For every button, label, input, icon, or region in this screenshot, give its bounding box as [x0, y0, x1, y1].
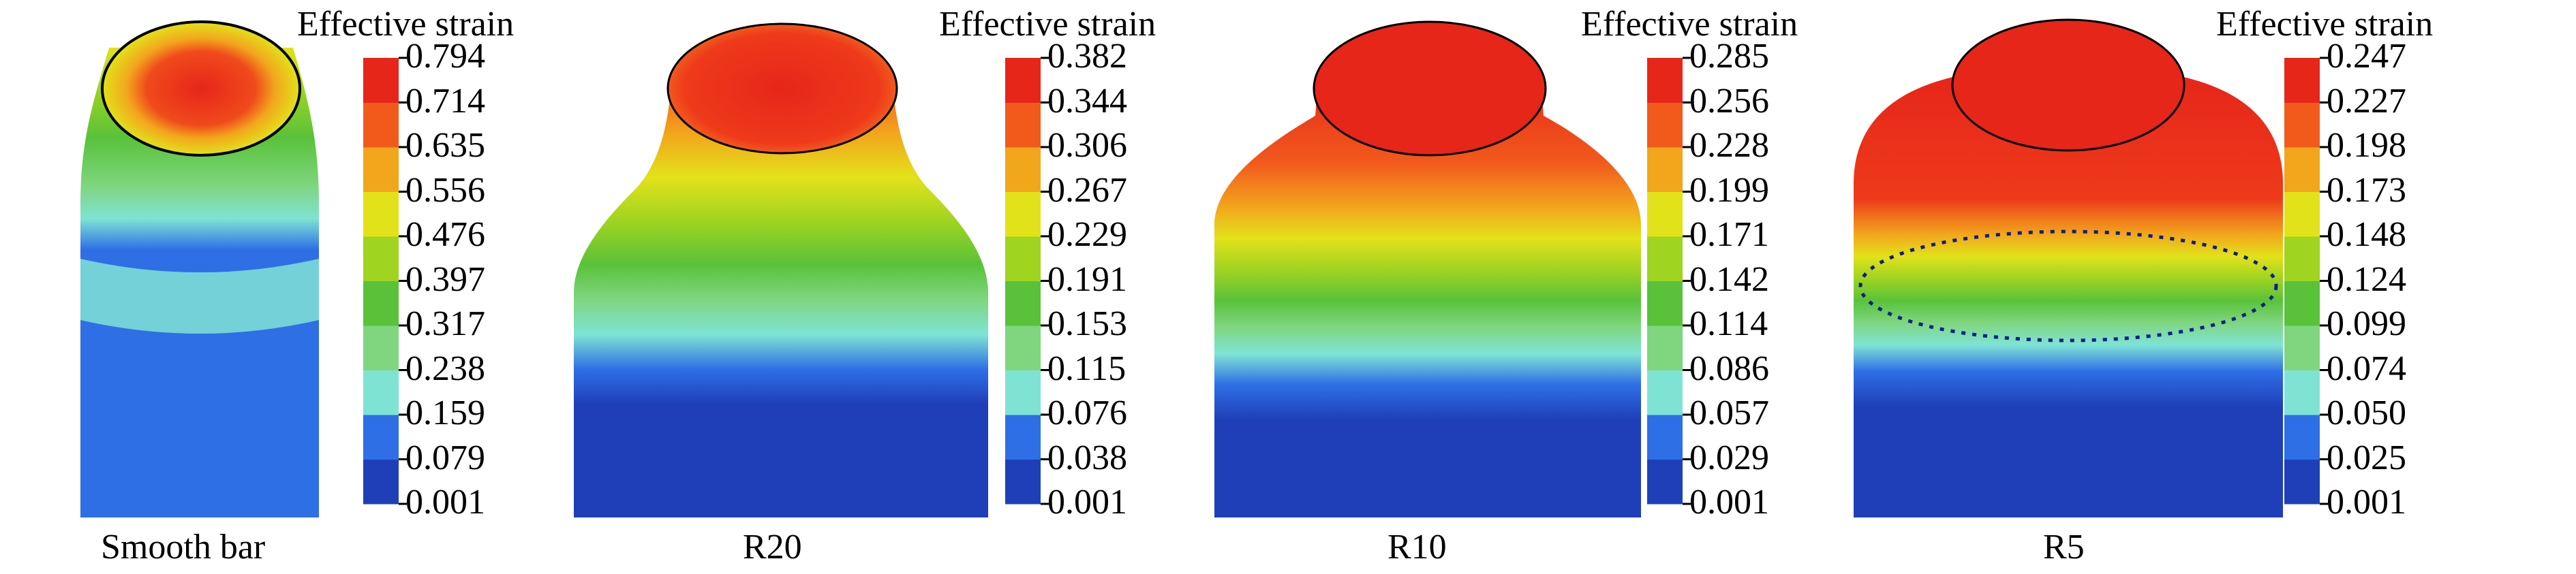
caption-r20: R20 [743, 528, 802, 567]
legend-swatch-smooth-6 [363, 191, 399, 237]
legend-swatch-r10-7 [1647, 147, 1683, 192]
legend-tick-r5-1: 0.227 [2327, 81, 2406, 121]
legend-tick-r10-8: 0.057 [1689, 394, 1769, 432]
legend-swatch-r20-1 [1005, 415, 1041, 460]
legend-swatch-smooth-7 [363, 147, 399, 192]
legend-swatch-r20-6 [1005, 191, 1041, 237]
legend-swatch-r5-3 [2284, 325, 2320, 370]
legend-swatch-smooth-1 [363, 415, 399, 460]
legend-tick-r5-8: 0.050 [2327, 394, 2406, 432]
legend-tick-smooth-1: 0.714 [405, 81, 485, 121]
legend-tick-r20-0: 0.382 [1047, 37, 1127, 76]
legend-swatch-smooth-9 [363, 58, 399, 103]
legend-tick-r5-0: 0.247 [2327, 37, 2406, 76]
legend-swatch-r5-6 [2284, 191, 2320, 237]
legend-swatch-smooth-0 [363, 459, 399, 505]
legend-swatch-r10-2 [1647, 370, 1683, 415]
legend-tick-r10-7: 0.086 [1689, 349, 1769, 388]
legend-swatch-r10-6 [1647, 191, 1683, 237]
legend-tick-smooth-5: 0.397 [405, 259, 485, 299]
legend-swatch-r10-1 [1647, 415, 1683, 460]
legend-swatch-r5-4 [2284, 281, 2320, 326]
caption-r10: R10 [1387, 528, 1447, 567]
legend-title-smooth: Effective strain [297, 5, 515, 44]
legend-swatch-r20-7 [1005, 147, 1041, 192]
legend-swatch-r10-4 [1647, 281, 1683, 326]
legend-tick-smooth-9: 0.079 [405, 438, 485, 477]
legend-swatch-r20-8 [1005, 102, 1041, 148]
legend-tick-r10-4: 0.171 [1689, 215, 1769, 254]
legend-tick-r5-5: 0.124 [2327, 259, 2406, 299]
legend-swatch-r5-7 [2284, 147, 2320, 192]
legend-tick-smooth-2: 0.635 [405, 126, 485, 165]
specimen-r5 [1854, 18, 2283, 517]
legend-tick-r20-8: 0.076 [1047, 394, 1127, 432]
legend-tick-r20-3: 0.267 [1047, 170, 1127, 210]
legend-swatch-r10-8 [1647, 102, 1683, 148]
legend-swatch-smooth-3 [363, 325, 399, 370]
legend-tick-r10-9: 0.029 [1689, 438, 1769, 477]
legend-swatch-r20-9 [1005, 58, 1041, 103]
legend-tick-smooth-6: 0.317 [405, 304, 485, 343]
legend-tick-smooth-4: 0.476 [405, 215, 485, 254]
legend-tick-r20-2: 0.306 [1047, 126, 1127, 165]
legend-title-r5: Effective strain [2216, 5, 2434, 44]
legend-tick-r5-10: 0.001 [2327, 483, 2406, 522]
legend-swatch-smooth-4 [363, 281, 399, 326]
legend-tick-r10-3: 0.199 [1689, 170, 1769, 210]
specimen-r20 [574, 22, 988, 517]
legend-tick-r20-9: 0.038 [1047, 438, 1127, 477]
legend-tick-smooth-3: 0.556 [405, 170, 485, 210]
legend-swatch-smooth-8 [363, 102, 399, 148]
legend-tick-r10-5: 0.142 [1689, 259, 1769, 299]
legend-title-r20: Effective strain [939, 5, 1156, 44]
legend-tick-r20-10: 0.001 [1047, 483, 1127, 522]
legend-tick-smooth-0: 0.794 [405, 37, 485, 76]
legend-swatch-r5-8 [2284, 102, 2320, 148]
legend-swatch-r10-5 [1647, 236, 1683, 281]
legend-tick-r20-6: 0.153 [1047, 304, 1127, 343]
specimen-smooth-bar [80, 20, 319, 517]
caption-smooth-bar: Smooth bar [101, 528, 266, 567]
legend-tick-r5-7: 0.074 [2327, 349, 2406, 388]
legend-swatch-smooth-2 [363, 370, 399, 415]
legend-swatch-r20-3 [1005, 325, 1041, 370]
legend-tick-r10-6: 0.114 [1689, 304, 1768, 343]
legend-tick-r20-7: 0.115 [1047, 349, 1126, 388]
legend-swatch-r10-0 [1647, 459, 1683, 505]
legend-swatch-r5-5 [2284, 236, 2320, 281]
legend-tick-r10-10: 0.001 [1689, 483, 1769, 522]
legend-swatch-r10-3 [1647, 325, 1683, 370]
legend-tick-r20-4: 0.229 [1047, 215, 1127, 254]
legend-tick-r20-5: 0.191 [1047, 259, 1127, 299]
legend-tick-r5-6: 0.099 [2327, 304, 2406, 343]
legend-tick-r5-4: 0.148 [2327, 215, 2406, 254]
legend-swatch-r10-9 [1647, 58, 1683, 103]
legend-swatch-r20-0 [1005, 459, 1041, 505]
legend-tick-r10-2: 0.228 [1689, 126, 1769, 165]
legend-title-r10: Effective strain [1581, 5, 1798, 44]
legend-tick-r10-1: 0.256 [1689, 81, 1769, 121]
legend-tick-smooth-10: 0.001 [405, 483, 485, 522]
legend-swatch-r5-2 [2284, 370, 2320, 415]
legend-swatch-r5-9 [2284, 58, 2320, 103]
legend-tick-r5-3: 0.173 [2327, 170, 2406, 210]
legend-swatch-r20-2 [1005, 370, 1041, 415]
caption-r5: R5 [2043, 528, 2085, 567]
legend-swatch-smooth-5 [363, 236, 399, 281]
legend-swatch-r20-5 [1005, 236, 1041, 281]
legend-swatch-r5-1 [2284, 415, 2320, 460]
legend-tick-r20-1: 0.344 [1047, 81, 1127, 121]
legend-swatch-r20-4 [1005, 281, 1041, 326]
legend-tick-r5-9: 0.025 [2327, 438, 2406, 477]
legend-tick-smooth-7: 0.238 [405, 349, 485, 388]
specimen-r10 [1214, 20, 1641, 517]
legend-swatch-r5-0 [2284, 459, 2320, 505]
legend-color-bars [363, 57, 2328, 505]
legend-tick-smooth-8: 0.159 [405, 394, 485, 432]
legend-tick-r5-2: 0.198 [2327, 126, 2406, 165]
legend-tick-r10-0: 0.285 [1689, 37, 1769, 76]
